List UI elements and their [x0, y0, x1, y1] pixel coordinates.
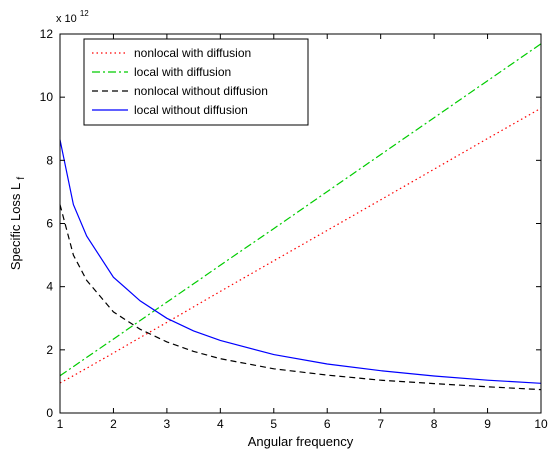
y-tick-label: 2: [46, 343, 53, 357]
series-line-1: [59, 107, 542, 384]
series-line-3: [59, 204, 542, 391]
legend-label: nonlocal without diffusion: [134, 84, 268, 98]
x-tick-label: 8: [431, 417, 438, 431]
x-tick-label: 9: [484, 417, 491, 431]
x-tick-label: 7: [377, 417, 384, 431]
x-tick-label: 5: [270, 417, 277, 431]
y-multiplier-base: x 10: [56, 13, 77, 25]
y-axis-label-main: Specific Loss L: [8, 183, 23, 270]
y-axis-label: Specific Loss L f: [8, 177, 27, 271]
y-multiplier-exponent: 12: [80, 9, 89, 18]
legend-box: [83, 38, 309, 126]
series-line-4: [59, 139, 542, 384]
y-tick-label: 0: [46, 406, 53, 420]
legend: nonlocal with diffusion local with diffus…: [83, 38, 309, 126]
x-tick-label: 1: [57, 417, 64, 431]
legend-label: local with diffusion: [134, 65, 231, 79]
legend-label: local without diffusion: [134, 103, 248, 117]
x-tick-label: 4: [217, 417, 224, 431]
y-tick-label: 6: [46, 217, 53, 231]
y-tick-label: 8: [46, 153, 53, 167]
y-tick-label: 10: [40, 90, 54, 104]
y-tick-label: 12: [40, 27, 54, 41]
x-tick-label: 6: [324, 417, 331, 431]
x-axis-label: Angular frequency: [248, 434, 354, 449]
legend-label: nonlocal with diffusion: [134, 46, 251, 60]
series-line-2: [59, 43, 542, 377]
y-axis-label-subscript: f: [16, 177, 27, 180]
plot-lines: [59, 43, 542, 391]
y-tick-label: 4: [46, 280, 53, 294]
y-axis-multiplier: x 10 12: [56, 9, 89, 25]
x-tick-label: 2: [110, 417, 117, 431]
x-tick-label: 10: [534, 417, 548, 431]
x-tick-label: 3: [164, 417, 171, 431]
